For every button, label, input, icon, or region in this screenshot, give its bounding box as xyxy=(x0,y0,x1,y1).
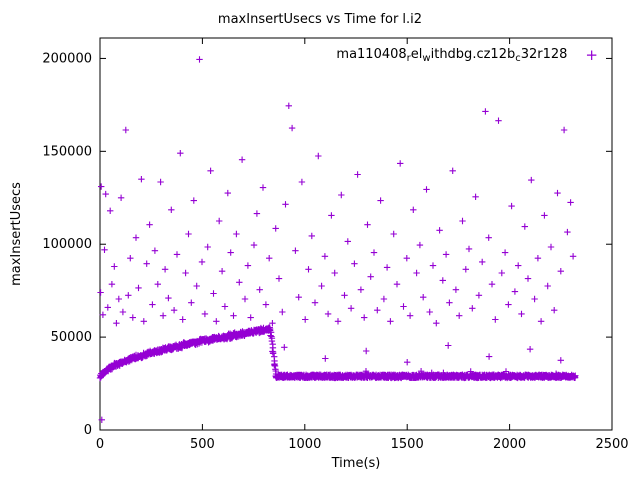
x-tick-label: 1500 xyxy=(391,437,424,452)
plot-border xyxy=(99,37,613,431)
x-tick-label: 2000 xyxy=(493,437,526,452)
plus-marker-icon: + xyxy=(585,46,598,64)
y-tick-label: 200000 xyxy=(42,51,92,66)
legend-text-segment: r xyxy=(406,53,411,64)
y-tick-label: 100000 xyxy=(42,237,92,252)
x-tick-label: 1000 xyxy=(288,437,321,452)
legend-text-segment: c xyxy=(515,53,521,64)
legend: ma110408relwithdbg.cz12bc32r128 + xyxy=(336,47,598,64)
x-tick-label: 0 xyxy=(96,437,104,452)
y-axis-label: maxInsertUsecs xyxy=(9,182,24,286)
legend-text-segment: ithdbg.cz12b xyxy=(430,47,516,62)
chart-title: maxInsertUsecs vs Time for l.i2 xyxy=(217,12,423,27)
x-axis-label: Time(s) xyxy=(331,456,381,471)
legend-text-segment: ma110408 xyxy=(336,47,407,62)
legend-text-segment: w xyxy=(422,53,431,64)
x-tick-label: 2500 xyxy=(595,437,628,452)
legend-text-segment: el xyxy=(410,47,423,62)
scatter-points xyxy=(96,55,580,424)
y-tick-label: 50000 xyxy=(51,330,92,345)
legend-series-label: ma110408relwithdbg.cz12bc32r128 xyxy=(336,47,567,64)
x-tick-label: 500 xyxy=(190,437,215,452)
legend-text-segment: 32r128 xyxy=(520,47,568,62)
y-tick-label: 150000 xyxy=(42,144,92,159)
y-tick-label: 0 xyxy=(84,423,92,438)
axis-ticks xyxy=(99,38,613,431)
axis-tick-labels: 0 500 1000 1500 2000 2500 0 50000 100000 150000 20… xyxy=(42,51,628,452)
